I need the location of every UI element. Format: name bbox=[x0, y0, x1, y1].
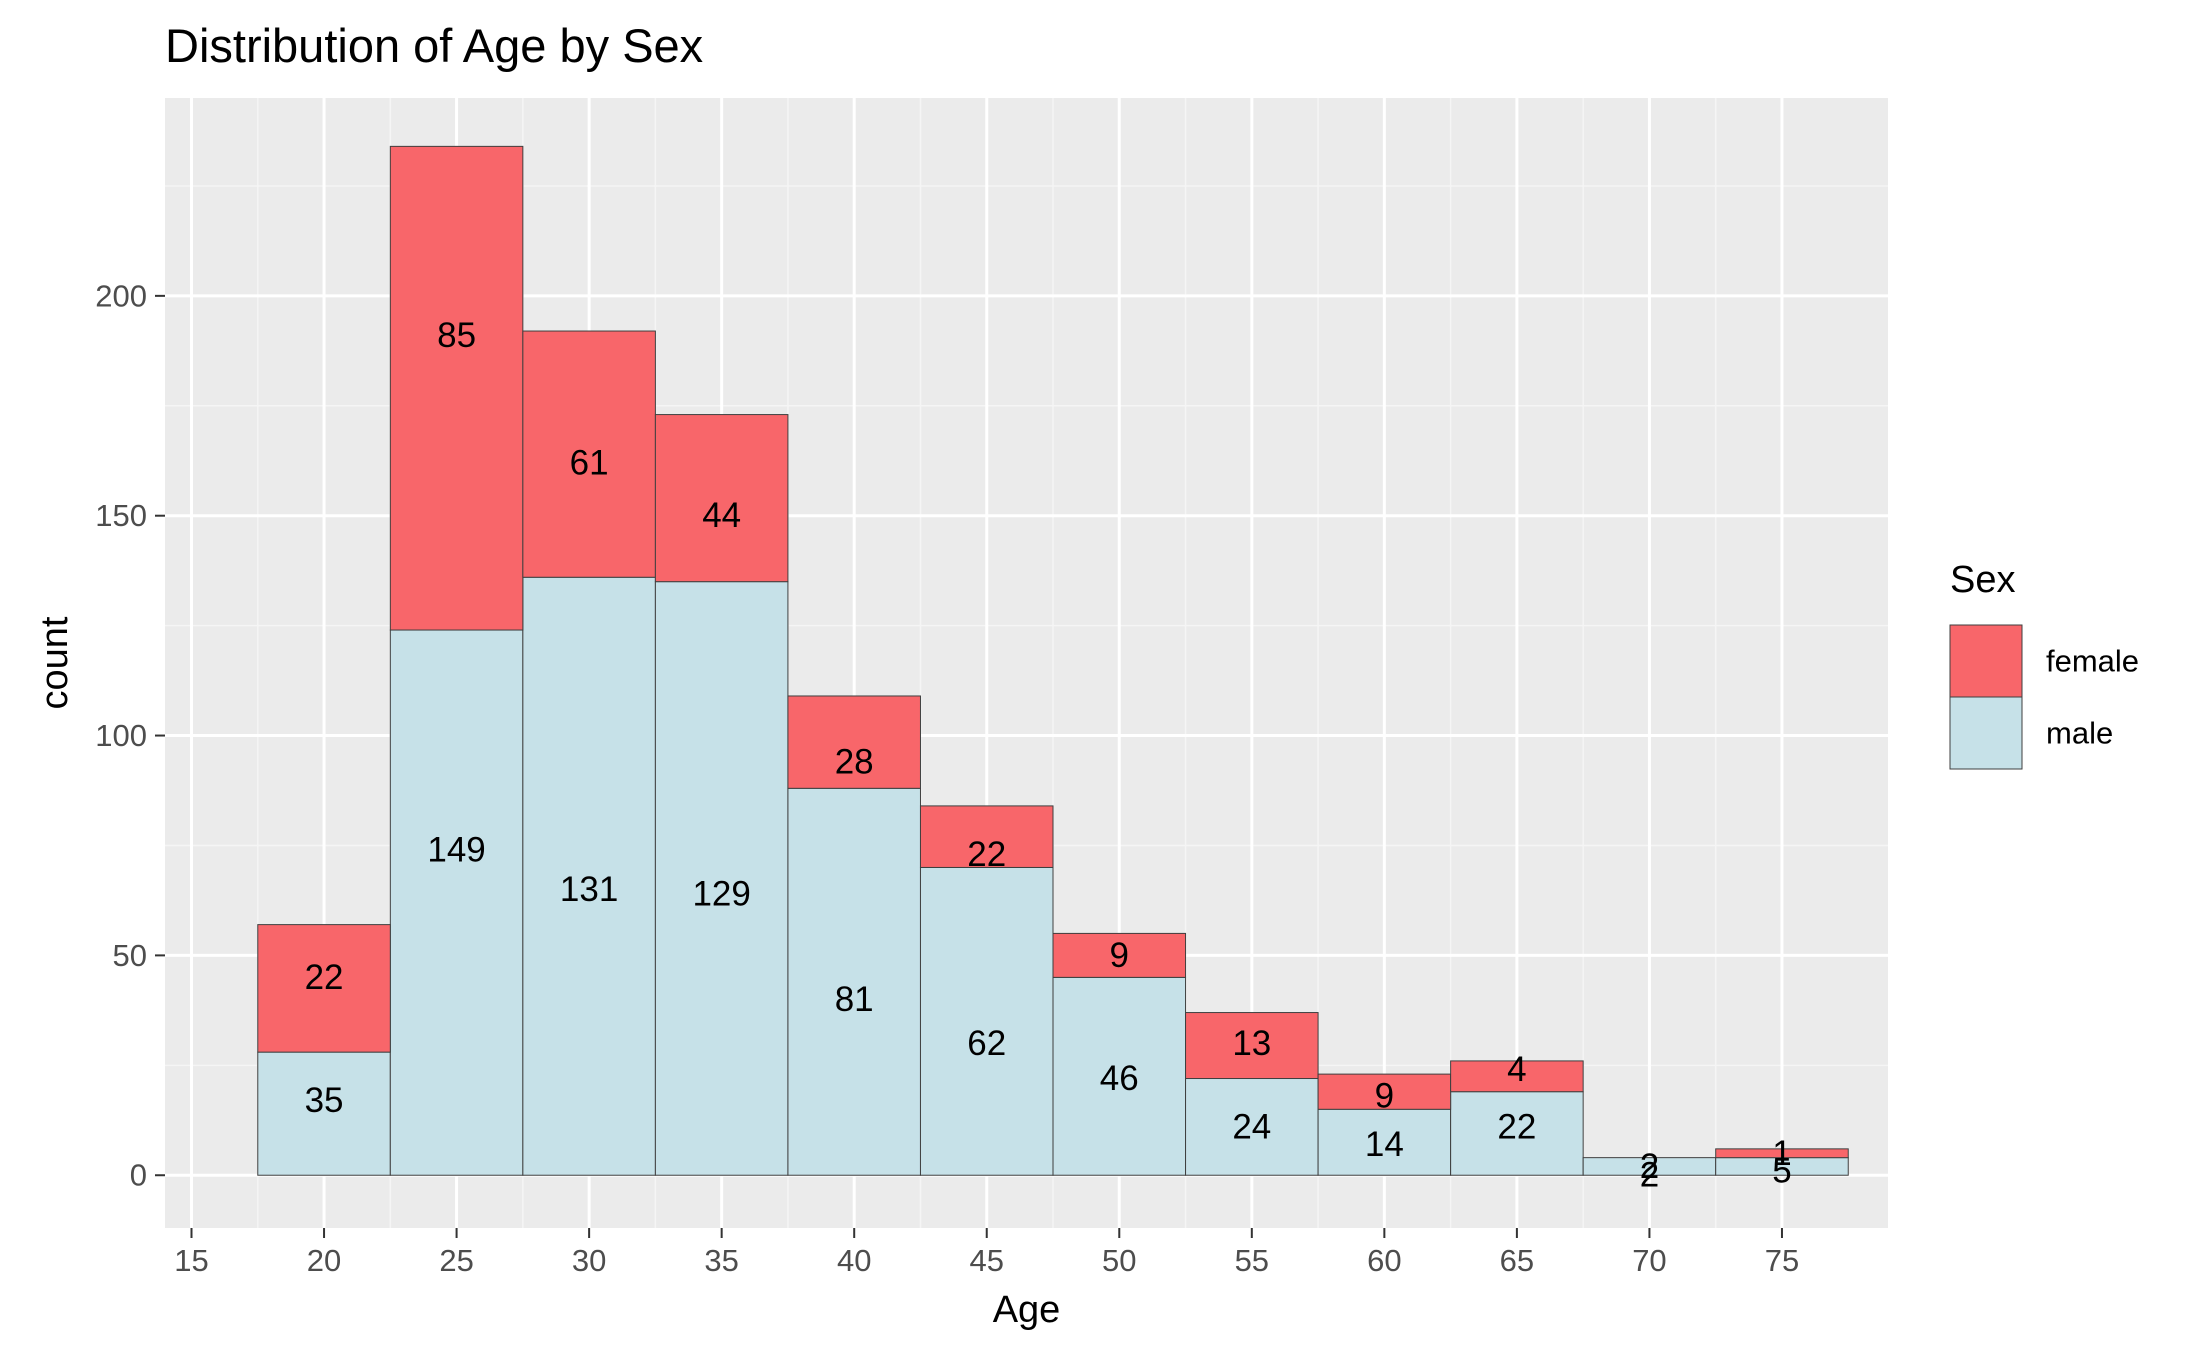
bar-label-female-40: 28 bbox=[835, 742, 874, 781]
bar-label-female-65: 4 bbox=[1507, 1050, 1526, 1089]
bar-label-female-55: 13 bbox=[1232, 1024, 1271, 1063]
bar-label-male-30: 131 bbox=[560, 870, 618, 909]
x-tick-label: 65 bbox=[1500, 1243, 1534, 1278]
y-tick-label: 200 bbox=[95, 278, 147, 313]
bar-label-male-25: 149 bbox=[427, 830, 485, 869]
bar-male-20 bbox=[257, 1051, 391, 1176]
bar-label-male-60: 14 bbox=[1365, 1125, 1404, 1164]
y-tick-label: 50 bbox=[113, 938, 147, 973]
bar-female-60 bbox=[1317, 1073, 1452, 1110]
y-tick-label: 100 bbox=[95, 718, 147, 753]
bar-male-50 bbox=[1052, 976, 1187, 1176]
x-tick-label: 30 bbox=[572, 1243, 606, 1278]
bar-male-60 bbox=[1317, 1108, 1452, 1176]
bar-female-50 bbox=[1052, 932, 1187, 978]
legend: Sex female male bbox=[1949, 559, 2139, 770]
legend-title: Sex bbox=[1950, 559, 2015, 601]
bar-label-male-55: 24 bbox=[1232, 1107, 1271, 1146]
y-axis: 0 50 100 150 200 bbox=[95, 278, 165, 1193]
bar-female-20 bbox=[257, 924, 391, 1053]
bar-male-65 bbox=[1450, 1091, 1584, 1176]
x-tick-label: 25 bbox=[439, 1243, 473, 1278]
bar-female-25 bbox=[389, 145, 524, 631]
x-tick-label: 15 bbox=[174, 1243, 208, 1278]
bar-label-male-75: 5 bbox=[1772, 1151, 1791, 1190]
bar-label-male-45: 62 bbox=[967, 1024, 1006, 1063]
bar-female-45 bbox=[919, 805, 1054, 868]
legend-label-male: male bbox=[2046, 716, 2113, 751]
bar-female-55 bbox=[1185, 1012, 1319, 1080]
bar-label-female-70: 2 bbox=[1640, 1147, 1659, 1186]
bar-label-female-75: 1 bbox=[1772, 1134, 1791, 1173]
bar-label-female-30: 61 bbox=[570, 443, 609, 482]
bar-female-30 bbox=[522, 330, 656, 578]
bar-male-55 bbox=[1185, 1078, 1319, 1176]
legend-key-male bbox=[1949, 696, 2023, 770]
x-tick-label: 70 bbox=[1632, 1243, 1666, 1278]
bar-female-40 bbox=[787, 695, 921, 789]
x-axis-title: Age bbox=[993, 1289, 1061, 1331]
x-tick-label: 35 bbox=[704, 1243, 738, 1278]
bar-female-65 bbox=[1450, 1060, 1584, 1093]
bar-male-45 bbox=[919, 866, 1054, 1176]
bar-label-female-25: 85 bbox=[437, 316, 476, 355]
x-tick-label: 60 bbox=[1367, 1243, 1401, 1278]
bar-label-male-20: 35 bbox=[305, 1081, 344, 1120]
bar-label-male-50: 46 bbox=[1100, 1059, 1139, 1098]
bar-label-female-60: 9 bbox=[1375, 1077, 1394, 1116]
bar-female-75 bbox=[1715, 1148, 1849, 1159]
x-tick-label: 50 bbox=[1102, 1243, 1136, 1278]
chart-title: Distribution of Age by Sex bbox=[165, 19, 703, 72]
y-tick-label: 0 bbox=[130, 1158, 147, 1193]
legend-label-female: female bbox=[2046, 644, 2139, 679]
x-tick-label: 45 bbox=[969, 1243, 1003, 1278]
bar-label-male-35: 129 bbox=[692, 874, 750, 913]
bar-label-male-65: 22 bbox=[1497, 1107, 1536, 1146]
legend-key-female bbox=[1949, 624, 2023, 698]
x-tick-label: 75 bbox=[1765, 1243, 1799, 1278]
x-tick-label: 20 bbox=[307, 1243, 341, 1278]
bar-label-female-20: 22 bbox=[305, 958, 344, 997]
bar-label-male-40: 81 bbox=[835, 980, 874, 1019]
bar-male-35 bbox=[654, 581, 789, 1176]
bar-female-35 bbox=[654, 414, 789, 583]
bar-label-female-45: 22 bbox=[967, 835, 1006, 874]
y-tick-label: 150 bbox=[95, 498, 147, 533]
bar-male-40 bbox=[787, 787, 921, 1176]
x-axis: 15 20 25 30 35 40 45 50 55 60 65 70 75 bbox=[174, 1228, 1799, 1278]
x-tick-label: 40 bbox=[837, 1243, 871, 1278]
bars bbox=[257, 145, 1849, 1176]
bar-label-female-50: 9 bbox=[1110, 936, 1129, 975]
x-tick-label: 55 bbox=[1235, 1243, 1269, 1278]
bar-label-female-35: 44 bbox=[702, 496, 741, 535]
bar-label-male-70: 2 bbox=[1640, 1156, 1659, 1195]
bar-male-25 bbox=[389, 629, 524, 1176]
y-axis-title: count bbox=[34, 616, 76, 709]
